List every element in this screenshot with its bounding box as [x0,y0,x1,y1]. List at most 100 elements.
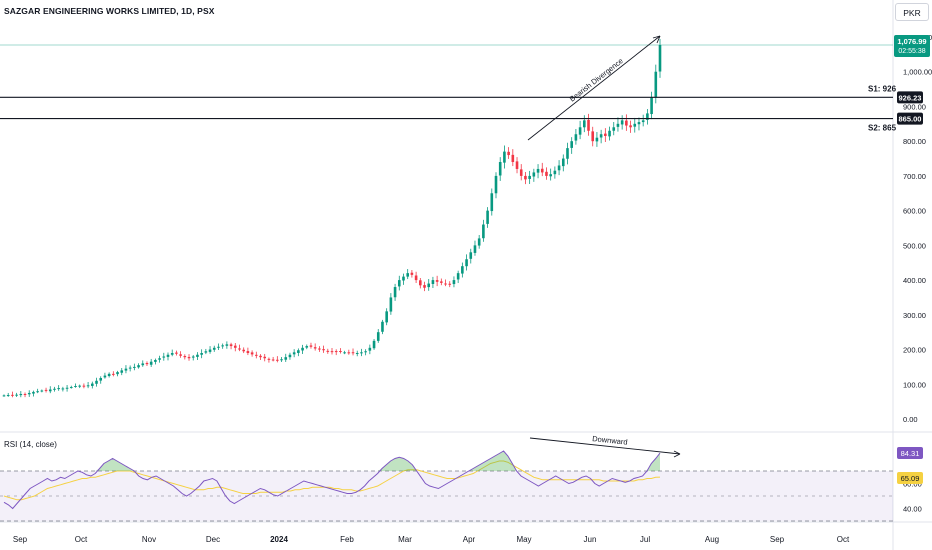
candle-body [604,133,607,136]
candle-body [309,345,313,347]
support-level-tag: 865.00 [899,115,922,124]
rsi-value-tag: 84.31 [901,449,920,458]
price-axis-label: 700.00 [903,172,926,181]
candle-body [339,351,342,353]
candle-body [334,351,338,353]
price-axis-label: 0.00 [903,415,918,424]
candle-body [553,170,557,175]
time-axis-label: Oct [75,535,88,544]
candle-body [519,169,523,176]
candle-body [27,392,31,395]
candle-body [410,272,414,275]
candle-body [154,359,157,362]
candle-body [53,388,56,390]
time-axis-label: Aug [705,535,719,544]
candle-body [557,165,561,171]
rsi-axis-label: 40.00 [903,505,922,514]
candle-body [305,346,309,348]
time-axis-label: Sep [13,535,28,544]
candle-body [490,193,494,212]
candle-body [263,356,267,359]
candle-body [511,154,515,163]
candle-body [179,354,182,356]
last-price-tag-bg [894,34,930,57]
divergence-trendline[interactable] [527,35,661,141]
candle-body [326,350,330,352]
candle-body [658,44,662,72]
candle-body [196,354,199,357]
candle-body [238,348,241,350]
time-axis-label: Jul [640,535,650,544]
currency-button[interactable]: PKR [895,3,929,21]
candle-body [524,175,527,180]
price-axis-label: 400.00 [903,276,926,285]
candle-body [646,113,649,120]
candle-body [465,259,468,267]
candle-body [494,175,498,194]
candle-body [271,359,275,361]
candle-body [368,347,372,351]
candle-body [183,356,187,358]
candle-body [330,351,334,353]
candle-body [355,353,359,355]
candle-body [23,393,27,395]
candle-body [149,361,153,365]
candle-body [536,168,540,173]
candle-body [233,345,237,348]
candle-body [528,175,531,179]
candle-body [566,148,569,159]
support-level-tag-bg [897,112,923,125]
candle-body [36,391,39,393]
rsi-line [3,450,661,510]
candle-body [608,130,611,137]
candle-body [313,347,317,349]
candle-body [532,172,536,177]
candle-body [107,373,111,377]
candle-body [456,273,460,280]
price-axis-label: 900.00 [903,102,926,111]
rsi-overbought-fill [4,451,660,471]
candle-body [540,168,544,173]
candle-body [297,350,300,353]
time-axis-label: Oct [837,535,850,544]
candle-body [402,276,405,281]
candle-body [507,151,510,156]
divergence-annotation: Bearish Divergence [568,56,625,103]
rsi-moving-average-line [3,460,661,501]
candle-body [95,380,98,384]
candle-body [128,367,132,369]
candle-body [578,127,582,135]
time-axis-label: Apr [463,535,476,544]
candle-body [620,120,624,125]
candle-body [452,280,456,285]
candle-body [381,321,384,332]
candle-body [175,352,178,354]
time-axis-label: Sep [770,535,785,544]
support-level-tag: 926.23 [899,93,922,102]
support-level-label: S2: 865 [868,124,897,133]
candle-body [48,389,52,392]
candle-body [187,356,191,359]
candle-body [461,266,464,274]
candle-body [599,134,603,138]
candle-body [574,134,578,141]
rsi-divergence-trendline[interactable] [529,437,681,455]
candle-body [414,275,418,281]
candle-body [616,123,620,127]
rsi-indicator-label[interactable]: RSI (14, close) [4,440,57,449]
candle-body [393,287,397,298]
candle-body [612,127,616,131]
candle-body [360,352,363,354]
candle-body [444,283,447,285]
candle-body [208,349,212,352]
candle-body [69,387,73,389]
candle-body [204,351,208,353]
candle-body [91,383,94,386]
price-axis-label: 500.00 [903,241,926,250]
candle-body [549,174,552,177]
candle-body [376,332,380,341]
candle-body [86,385,90,387]
candle-body [112,373,115,375]
candle-body [406,273,409,277]
